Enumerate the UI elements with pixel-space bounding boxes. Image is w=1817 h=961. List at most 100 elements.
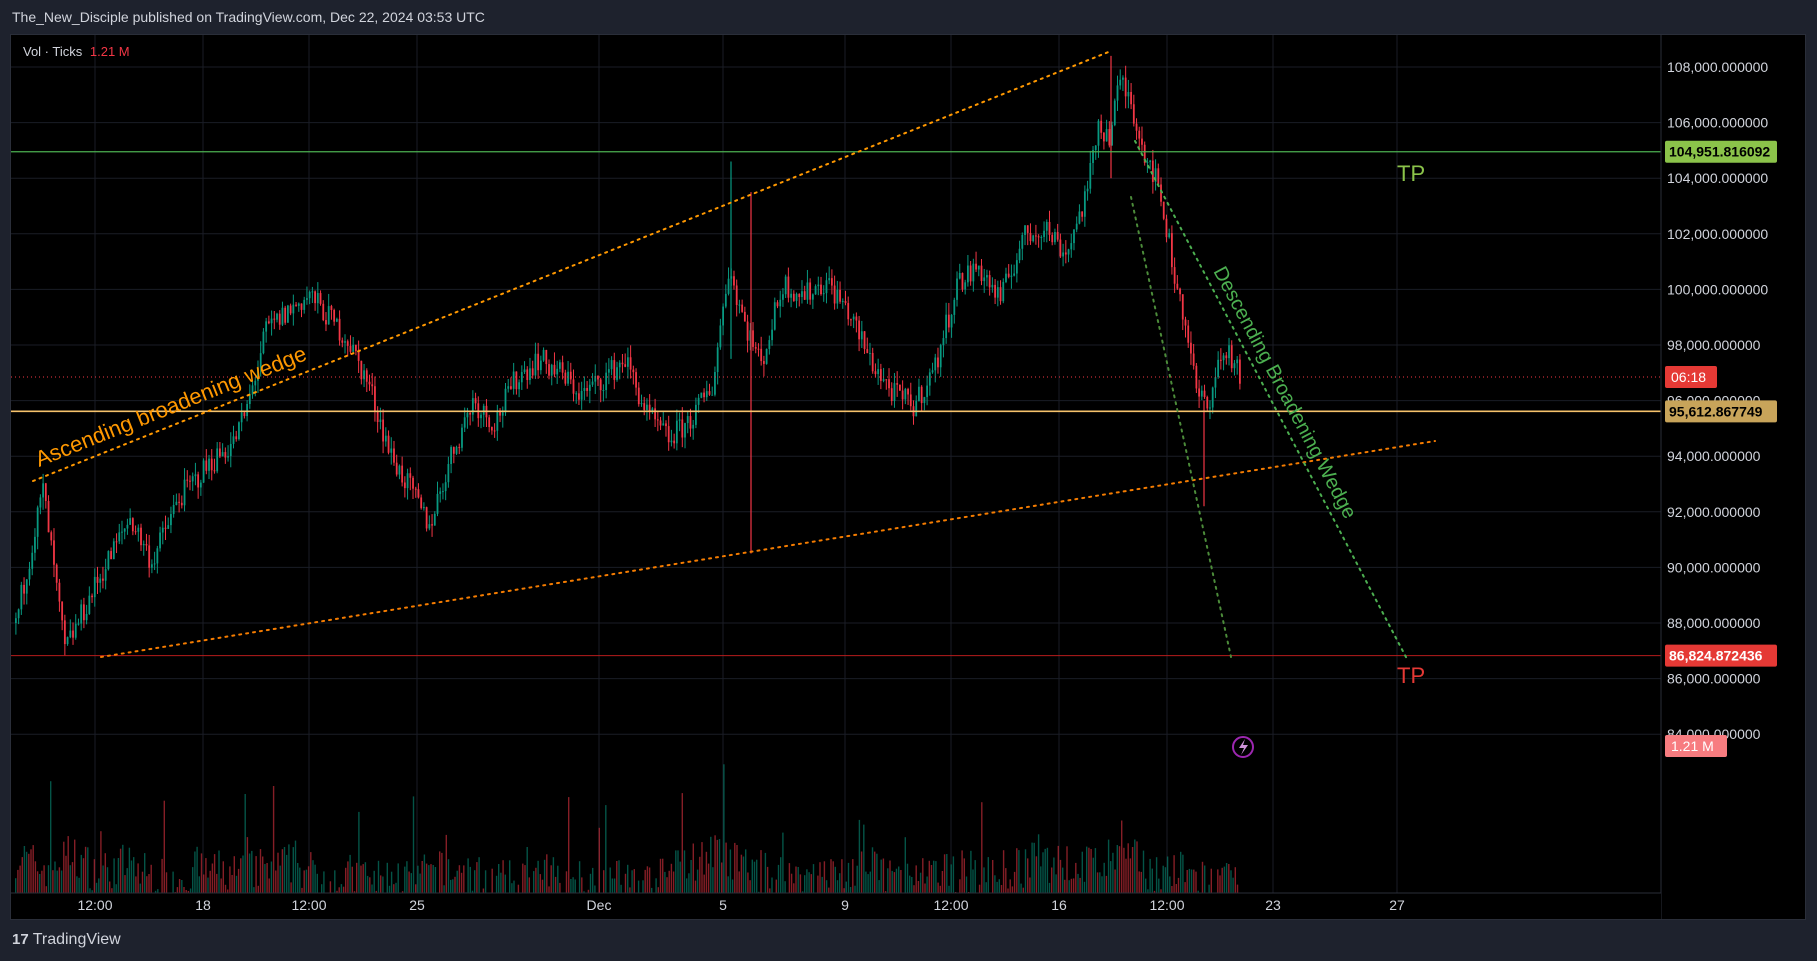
volume-bar [1094,848,1097,919]
lightning-icon[interactable] [1232,736,1254,758]
volume-bar [1125,858,1127,919]
candle-body [852,316,855,320]
candle-body [384,435,387,442]
candle-body [409,473,412,478]
candle-body [828,278,831,281]
candle-body [202,460,205,483]
candle-body [996,287,999,298]
candle-body [784,276,787,295]
candle-body [1157,168,1160,185]
volume-bar [1182,854,1184,919]
descending-wedge-lower-line[interactable] [1130,196,1232,658]
volume-bar [546,854,548,919]
candle-body [447,464,450,483]
volume-bar [670,863,673,919]
wedge-drawings[interactable] [32,50,1436,660]
current-price-badge-label: 95,612.867749 [1669,403,1763,419]
candle-body [379,419,382,423]
volume-bar [882,858,885,919]
tv-logo-icon: ⁠17 [12,931,29,948]
volume-bar [871,847,874,919]
volume-bar [347,861,349,919]
volume-bar [421,861,423,919]
volume-bar [272,786,275,919]
candle-body [1222,355,1225,361]
candle-body [537,353,540,371]
candle-body [382,419,384,442]
volume-bar [213,854,216,919]
candle-body [425,507,428,529]
volume-bar [963,858,965,919]
candle-body [1005,273,1007,282]
candle-body [542,349,545,361]
tp-lower-badge-label: 86,824.872436 [1669,648,1763,664]
tradingview-logo[interactable]: ⁠17 TradingView [12,931,121,949]
time-tick-label: 12:00 [77,897,112,913]
candle-body [1141,138,1143,145]
candle-body [1116,85,1119,101]
candle-body [1179,288,1181,295]
volume-bar [1134,839,1136,919]
candle-body [20,584,23,610]
candle-body [224,452,227,458]
descending-wedge-label[interactable]: Descending Broadening Wedge [1209,263,1361,522]
candle-body [572,379,575,394]
volume-bar [279,865,281,919]
tp-upper-tag: TP [1397,161,1425,186]
candle-body [110,551,112,560]
volume-bar [683,850,686,919]
candle-body [1214,377,1217,388]
volume-bar [1107,839,1110,919]
candle-body [689,416,692,429]
candle-body [863,331,866,350]
volume-bar [21,857,23,919]
candle-body [904,388,907,400]
volume-bar [240,858,242,919]
candle-body [325,320,327,325]
time-axis[interactable] [11,893,1661,919]
ascending-wedge-lower-line[interactable] [100,440,1436,658]
candle-body [1002,281,1005,302]
candle-body [1081,211,1084,217]
candle-body [692,424,695,429]
candle-body [471,398,474,415]
candle-body [311,291,314,293]
candle-body [63,620,66,645]
candle-body [899,384,901,391]
volume-bar [943,854,946,919]
candle-body [1206,396,1209,409]
candle-body [833,285,836,304]
price-tick-label: 106,000.000000 [1667,115,1768,131]
candle-body [964,282,967,290]
candle-body [164,527,167,529]
candle-body [297,303,300,306]
volume-bar [699,856,701,919]
volume-bar [760,850,762,919]
volume-bar [1037,834,1040,919]
candle-body [153,563,156,565]
chart-frame[interactable]: Ascending broadening wedge Descending Bro… [10,34,1806,920]
candle-body [80,604,83,624]
price-chart[interactable]: Ascending broadening wedge Descending Bro… [11,35,1806,919]
descending-wedge-upper-line[interactable] [1134,140,1408,660]
price-axis[interactable] [1661,35,1806,919]
candle-body [738,304,741,306]
volume-bar [430,864,432,919]
candle-body [1035,235,1037,237]
volume-bar [627,864,629,919]
candle-body [281,307,284,325]
ascending-wedge-label[interactable]: Ascending broadening wedge [32,341,310,472]
volume-bar [1142,850,1145,919]
candle-body [643,403,646,410]
time-tick-label: 18 [195,897,211,913]
volume-bar [710,836,712,919]
ascending-wedge-upper-line[interactable] [32,50,1112,482]
candle-body [578,393,580,400]
volume-bar [906,863,909,919]
volume-bar [1053,857,1055,919]
candle-body [360,360,363,380]
time-tick-label: Dec [587,897,612,913]
volume-bar [935,861,937,919]
volume-bar [1204,865,1206,919]
candle-body [920,386,923,404]
